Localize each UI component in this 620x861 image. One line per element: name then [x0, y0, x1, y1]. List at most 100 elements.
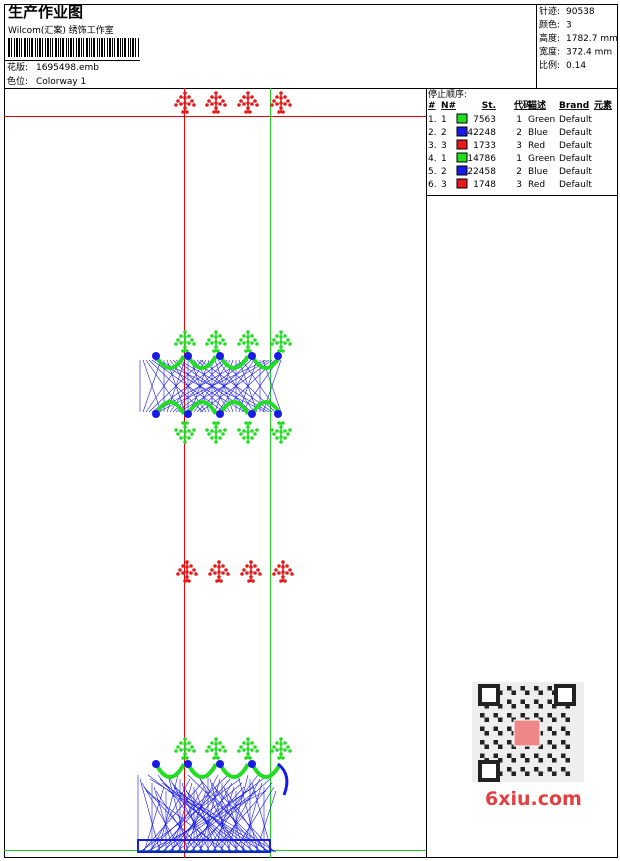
lace-stitch	[219, 778, 261, 853]
motif-dot	[174, 342, 178, 346]
barcode-bar	[29, 38, 30, 57]
qr-cell	[480, 713, 485, 718]
motif-dot	[181, 571, 185, 575]
motif-dot	[239, 745, 243, 749]
motif-dot	[270, 428, 274, 432]
motif-dot	[277, 110, 281, 114]
motif-dot	[210, 341, 214, 345]
motif-dot	[181, 756, 185, 760]
row-desc: Green	[528, 154, 555, 164]
qr-cell	[480, 753, 485, 758]
motif-dot	[285, 571, 289, 575]
motif-dot	[286, 99, 290, 103]
row-n: 1	[441, 115, 447, 125]
motif-dot	[277, 756, 281, 760]
motif-dot	[216, 756, 220, 760]
qr-cell	[565, 731, 570, 736]
motif-dot	[190, 432, 194, 436]
lace-knot	[184, 410, 192, 418]
motif-dot	[215, 579, 219, 583]
row-index: 2.	[428, 128, 437, 138]
row-code: 2	[516, 167, 522, 177]
motif-dot	[212, 421, 216, 425]
qr-cell	[552, 704, 557, 709]
qr-cell	[552, 744, 557, 749]
lace-knot	[216, 352, 224, 360]
info-label: 颜色:	[539, 19, 560, 31]
qr-cell	[561, 740, 566, 745]
motif-dot	[179, 102, 183, 106]
lace-stitch	[183, 786, 245, 853]
motif-dot	[218, 334, 222, 338]
column-header: Brand	[559, 101, 589, 111]
lace-stitch	[233, 786, 275, 853]
qr-cell	[552, 717, 557, 722]
column-header: N#	[441, 101, 456, 111]
row-brand: Default	[559, 115, 592, 125]
lace-arc	[186, 400, 218, 416]
qr-cell	[507, 699, 512, 704]
motif-dot	[218, 429, 222, 433]
motif-dot	[187, 341, 191, 345]
motif-dot	[283, 102, 287, 106]
qr-cell	[498, 744, 503, 749]
motif-dot	[272, 99, 276, 103]
row-brand: Default	[559, 141, 592, 151]
motif-dot	[221, 338, 225, 342]
barcode-bar	[16, 38, 18, 57]
qr-cell	[520, 753, 525, 758]
barcode-bar	[37, 38, 38, 57]
barcode-bar	[76, 38, 77, 57]
motif-dot	[189, 571, 193, 575]
field-value: 1695498.emb	[36, 63, 99, 73]
motif-dot	[272, 572, 276, 576]
motif-dot	[218, 748, 222, 752]
motif-dot	[205, 342, 209, 346]
field-label: 花版:	[7, 61, 28, 73]
motif-dot	[192, 749, 196, 753]
lace-stitch	[139, 778, 161, 853]
qr-cell	[507, 767, 512, 772]
motif-dot	[212, 110, 216, 114]
qr-cell	[507, 686, 512, 691]
motif-dot	[224, 568, 228, 572]
row-st: 1733	[473, 141, 496, 151]
motif-dot	[176, 572, 180, 576]
qr-cell	[484, 717, 489, 722]
row-st: 42248	[467, 128, 496, 138]
motif-dot	[187, 429, 191, 433]
row-st: 7563	[473, 115, 496, 125]
qr-logo	[513, 719, 541, 747]
color-swatch	[456, 165, 468, 176]
motif-dot	[245, 564, 249, 568]
qr-cell	[484, 744, 489, 749]
color-swatch	[456, 139, 468, 150]
motif-dot	[183, 579, 187, 583]
motif-dot	[185, 421, 189, 425]
row-desc: Red	[528, 141, 545, 151]
motif-dot	[288, 103, 292, 107]
qr-cell	[565, 744, 570, 749]
row-brand: Default	[559, 128, 592, 138]
info-label: 比例:	[539, 59, 560, 71]
lace-knot	[248, 352, 256, 360]
motif-dot	[283, 334, 287, 338]
row-desc: Red	[528, 180, 545, 190]
motif-dot	[187, 436, 191, 440]
motif-dot	[283, 436, 287, 440]
qr-cell	[507, 713, 512, 718]
barcode-bar	[73, 38, 74, 57]
row-brand: Default	[559, 167, 592, 177]
motif-dot	[290, 572, 294, 576]
motif-dot	[208, 572, 212, 576]
motif-dot	[218, 95, 222, 99]
barcode-bar	[112, 38, 113, 57]
motif-dot	[275, 436, 279, 440]
qr-cell	[511, 758, 516, 763]
lace-arc	[218, 400, 250, 416]
motif-dot	[179, 436, 183, 440]
motif-dot	[239, 338, 243, 342]
motif-dot	[248, 110, 252, 114]
motif-dot	[205, 749, 209, 753]
motif-dot	[192, 342, 196, 346]
